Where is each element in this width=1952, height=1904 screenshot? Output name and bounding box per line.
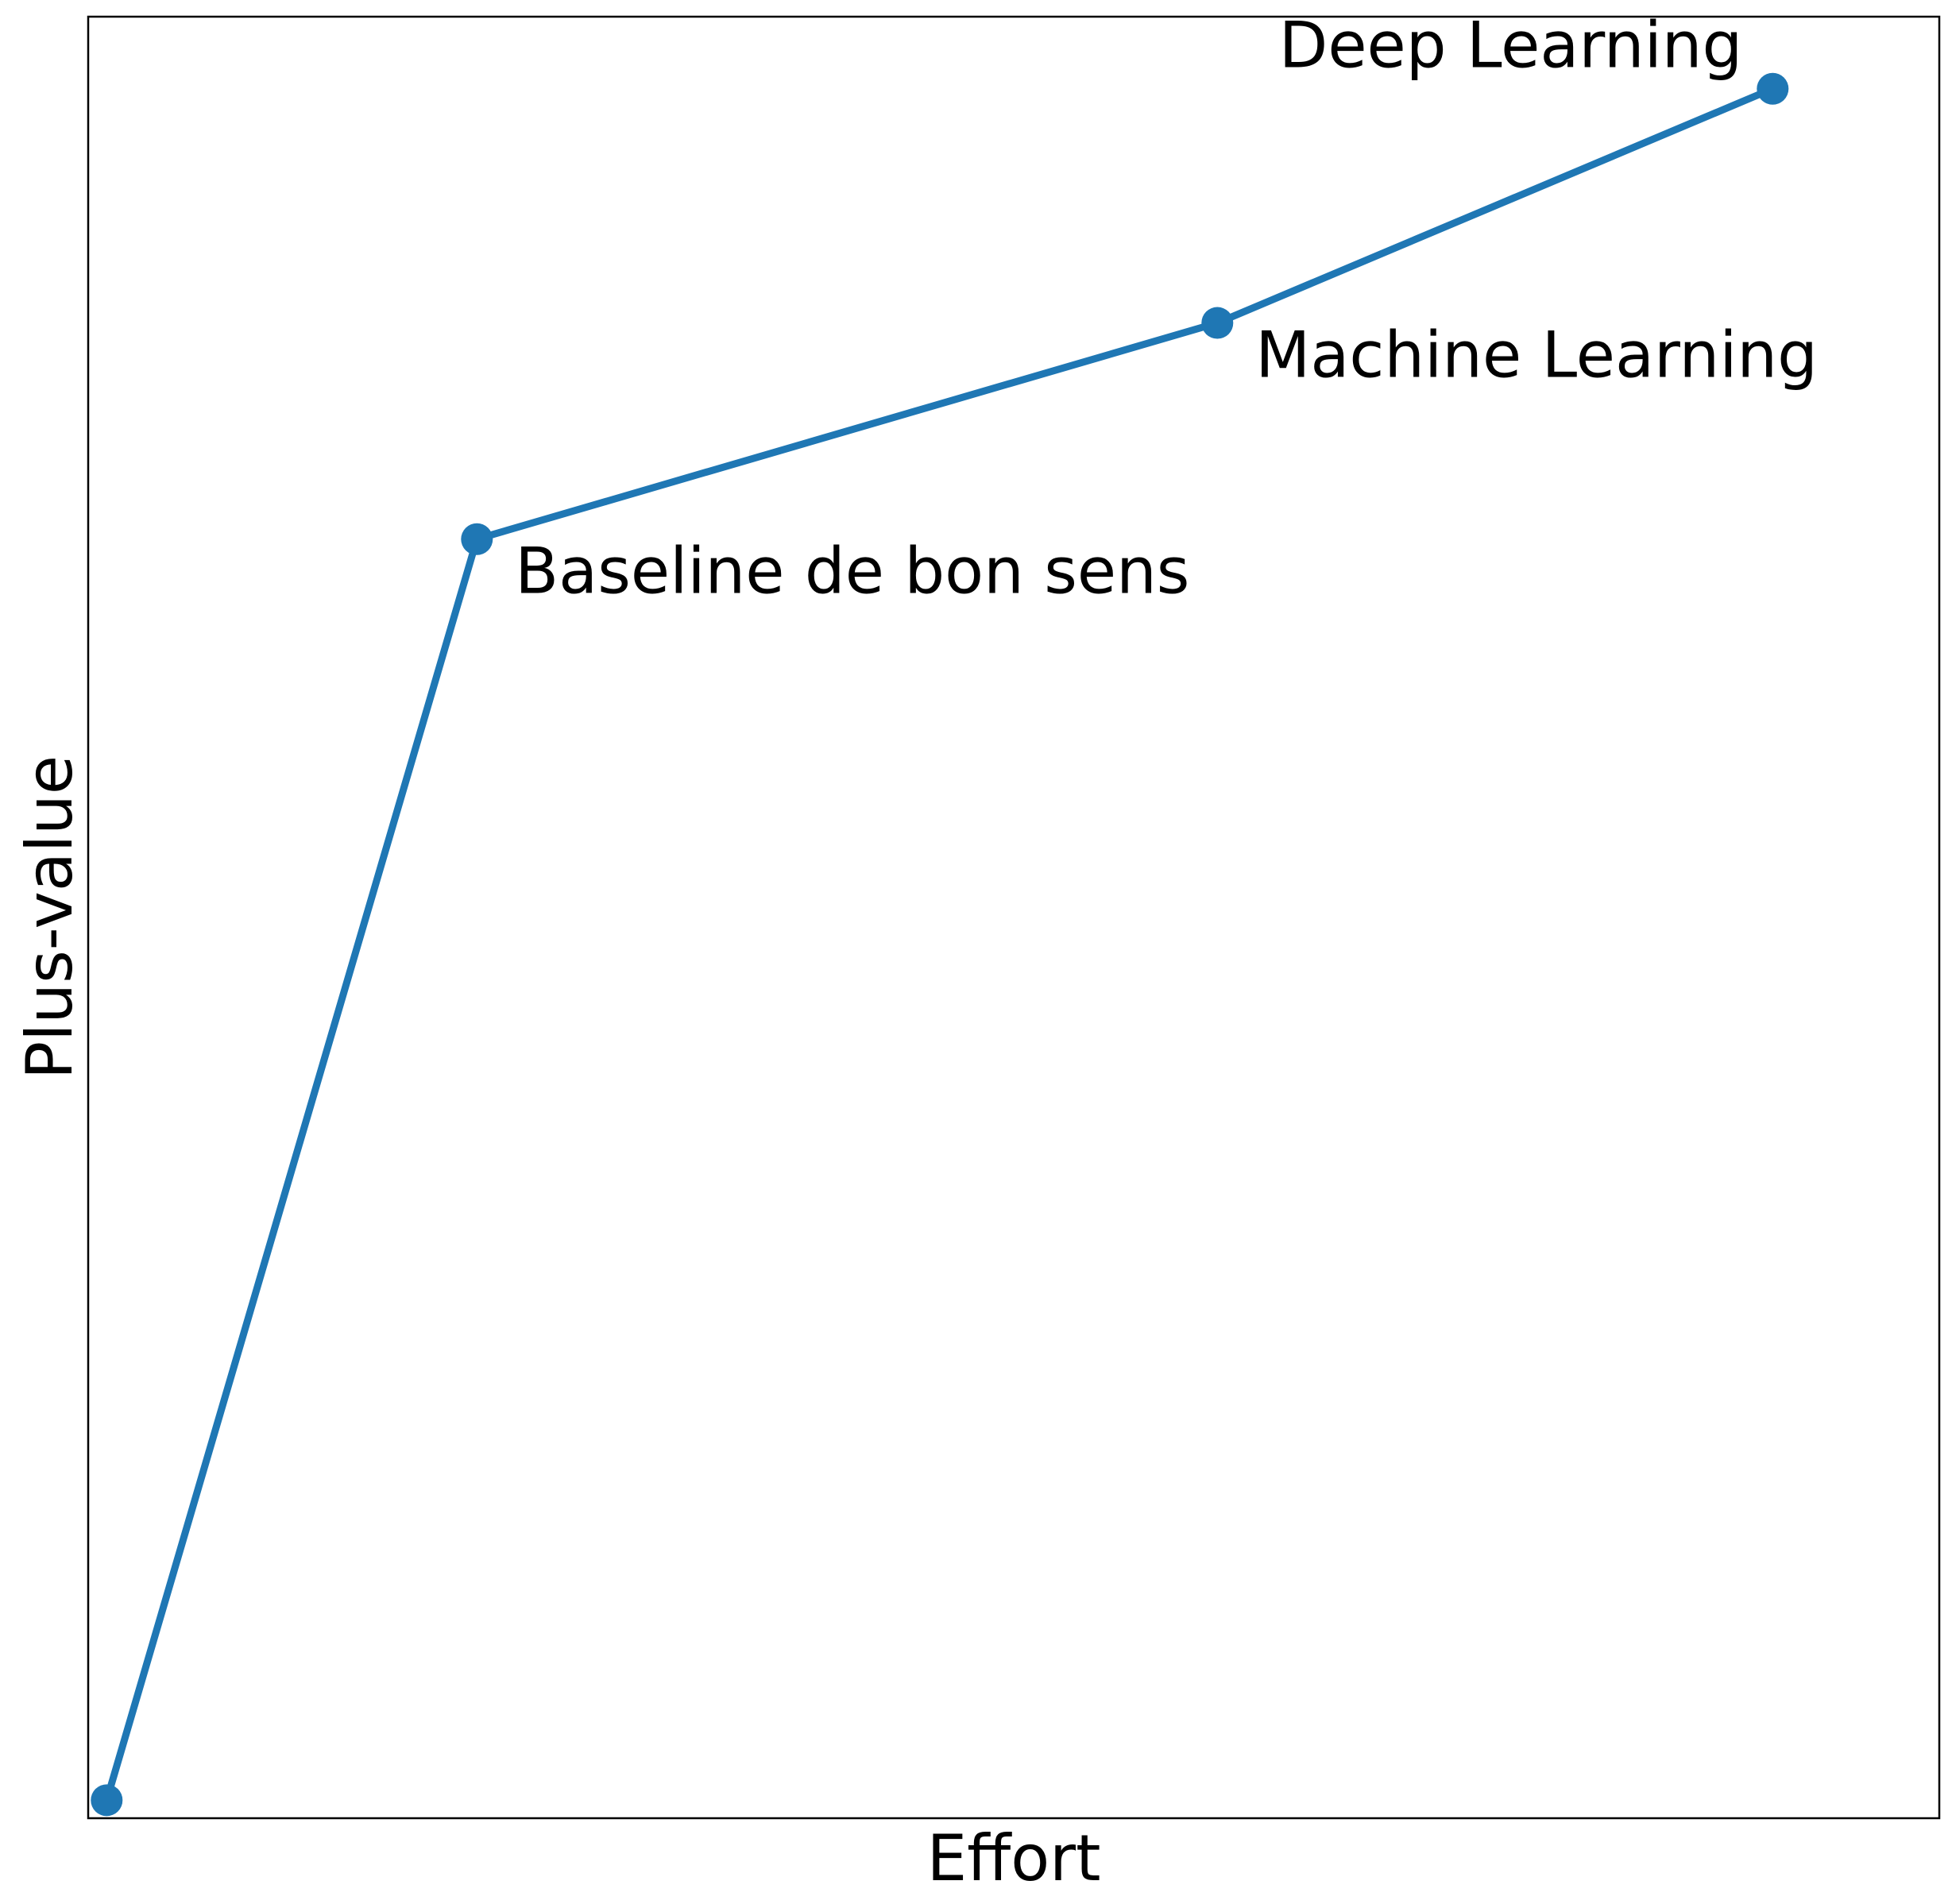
annotation-label: Baseline de bon sens	[515, 535, 1189, 608]
data-point	[1757, 72, 1789, 105]
marker-layer	[91, 72, 1789, 1817]
y-axis-title: Plus-value	[13, 755, 87, 1079]
plot-frame	[87, 15, 1941, 1820]
data-point	[91, 1784, 123, 1817]
annotation-label: Deep Learning	[1279, 9, 1743, 83]
data-point	[461, 523, 493, 555]
x-axis-title: Effort	[927, 1821, 1101, 1895]
series-layer	[102, 85, 1776, 1804]
data-point	[1201, 307, 1234, 339]
annotation-layer: Baseline de bon sens Machine Learning Deep…	[515, 9, 1818, 608]
series-line	[102, 85, 1776, 1804]
annotation-label: Machine Learning	[1255, 319, 1818, 392]
